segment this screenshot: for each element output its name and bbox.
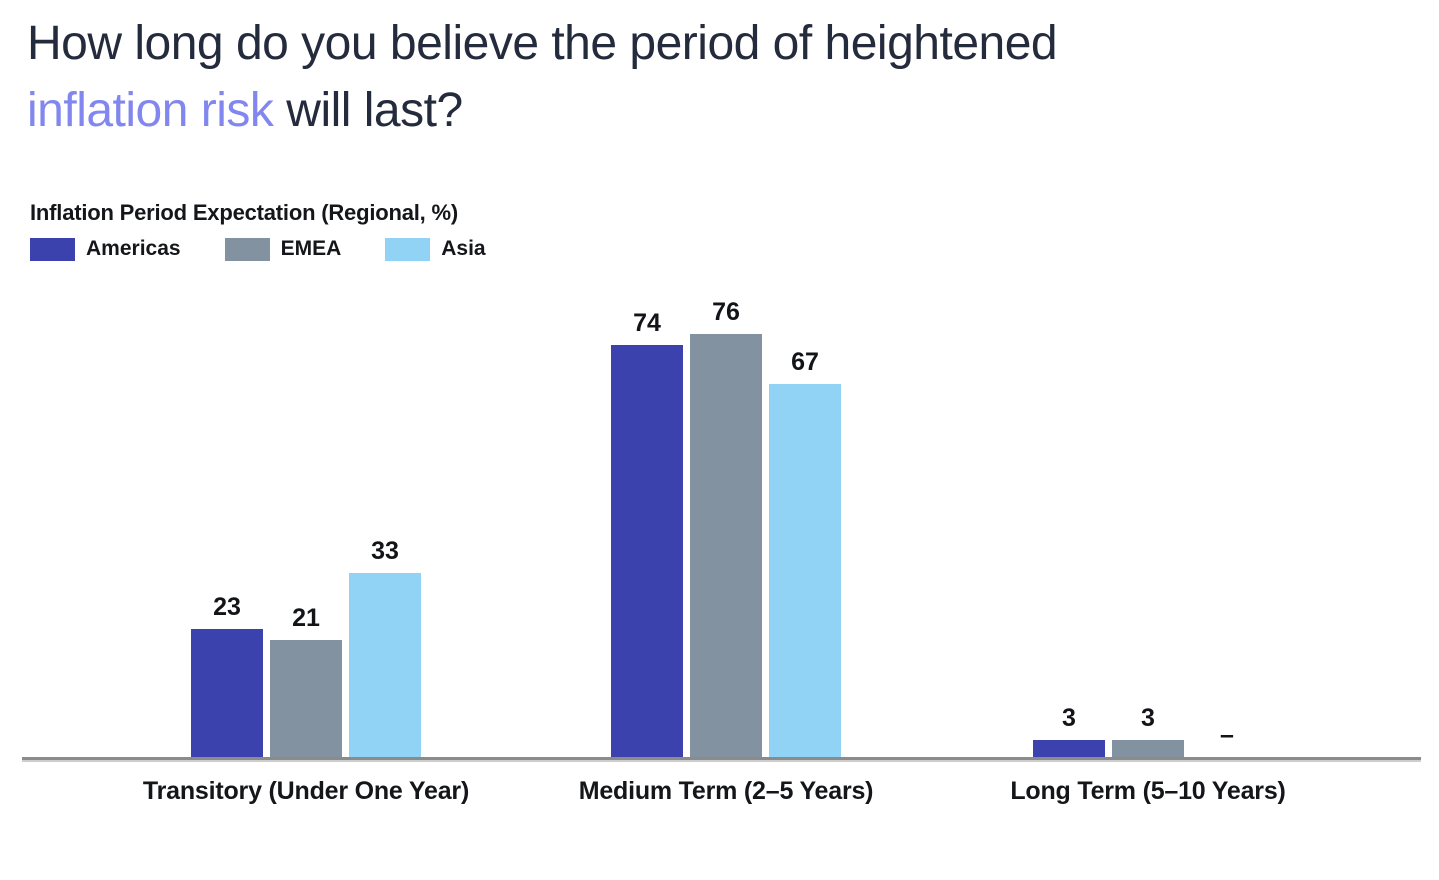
bars-layer: 23 21 33 74 76 67 3 3– [22, 290, 1421, 757]
x-axis-line-shadow [22, 760, 1421, 762]
bar-asia-medium-term-2-5-years [769, 384, 841, 757]
value-label-asia-long-term-5-10-years: – [1220, 721, 1234, 749]
bar-emea-transitory-under-one-year [270, 640, 342, 757]
bar-emea-medium-term-2-5-years [690, 334, 762, 757]
bar-asia-transitory-under-one-year [349, 573, 421, 757]
legend: Americas EMEA Asia [30, 237, 530, 261]
value-label-emea-transitory-under-one-year: 21 [292, 604, 320, 632]
chart-header: Inflation Period Expectation (Regional, … [30, 200, 530, 261]
category-label-long-term-5-10-years: Long Term (5–10 Years) [1010, 777, 1286, 805]
legend-label-americas: Americas [86, 237, 181, 260]
chart-title: Inflation Period Expectation (Regional, … [30, 200, 458, 225]
value-label-emea-long-term-5-10-years: 3 [1141, 704, 1155, 732]
title-accent: inflation risk [27, 84, 274, 137]
title-line-1: How long do you believe the period of he… [27, 17, 1058, 70]
category-label-transitory-under-one-year: Transitory (Under One Year) [142, 777, 470, 805]
page-title: How long do you believe the period of he… [27, 10, 1058, 144]
title-line-2-rest: will last? [273, 84, 463, 137]
value-label-asia-medium-term-2-5-years: 67 [791, 348, 819, 376]
legend-label-emea: EMEA [280, 237, 342, 260]
legend-item-asia: Asia [385, 237, 486, 261]
x-axis-line [22, 757, 1421, 760]
value-label-asia-transitory-under-one-year: 33 [371, 537, 399, 565]
legend-label-asia: Asia [441, 237, 486, 260]
legend-item-americas: Americas [30, 237, 181, 261]
bar-americas-medium-term-2-5-years [611, 345, 683, 757]
category-label-medium-term-2-5-years: Medium Term (2–5 Years) [578, 777, 874, 805]
legend-item-emea: EMEA [224, 237, 342, 261]
value-label-americas-medium-term-2-5-years: 74 [633, 309, 661, 337]
bar-americas-transitory-under-one-year [191, 629, 263, 757]
bar-americas-long-term-5-10-years [1033, 740, 1105, 757]
legend-swatch-americas [30, 237, 75, 261]
legend-swatch-asia [385, 237, 431, 261]
legend-swatch-emea [224, 237, 270, 261]
value-label-americas-long-term-5-10-years: 3 [1062, 704, 1076, 732]
value-label-americas-transitory-under-one-year: 23 [213, 593, 241, 621]
value-label-emea-medium-term-2-5-years: 76 [712, 298, 740, 326]
bar-emea-long-term-5-10-years [1112, 740, 1184, 757]
plot-area: 23 21 33 74 76 67 3 3– Transitory (Under One Ye… [22, 290, 1421, 830]
